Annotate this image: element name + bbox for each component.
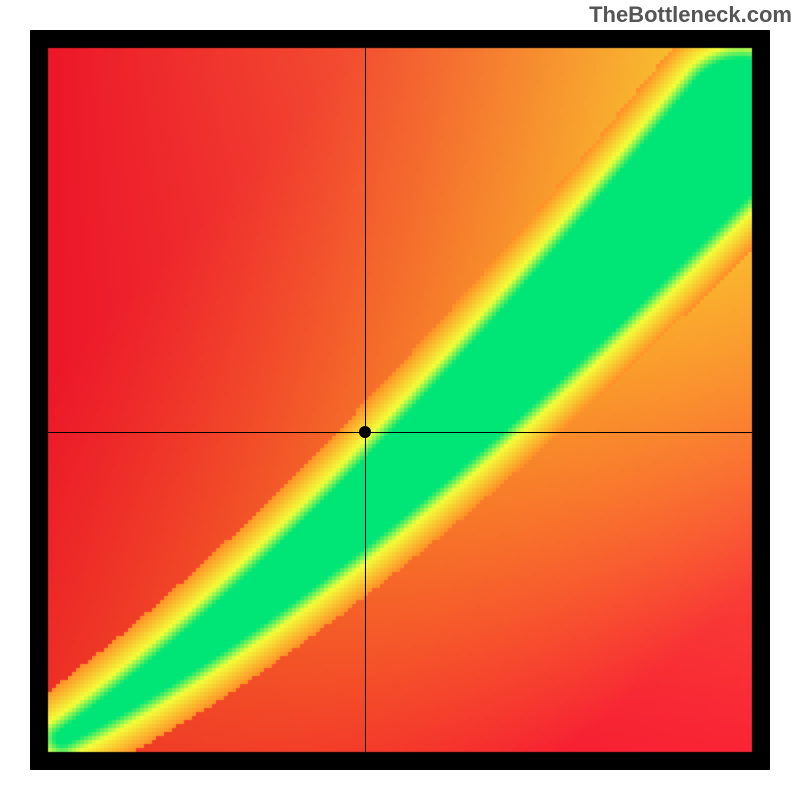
crosshair-horizontal (48, 432, 752, 433)
heatmap-canvas (30, 30, 770, 770)
chart-container: TheBottleneck.com (0, 0, 800, 800)
crosshair-vertical (365, 48, 366, 752)
watermark-text: TheBottleneck.com (589, 2, 792, 28)
marker-point (359, 426, 371, 438)
plot-area (30, 30, 770, 770)
